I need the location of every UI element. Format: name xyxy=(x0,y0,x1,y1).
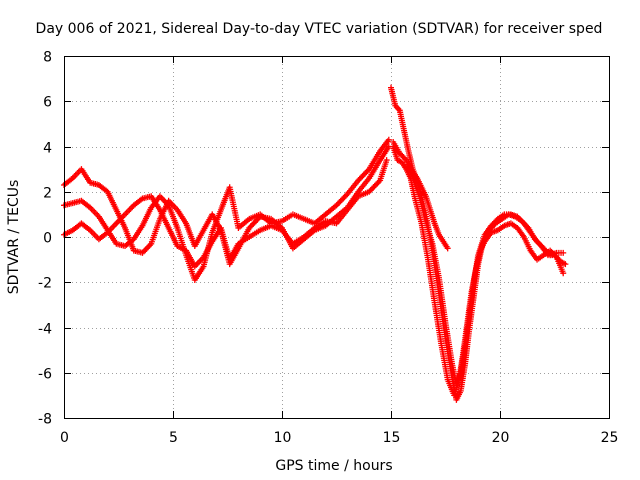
x-tick-label: 10 xyxy=(274,430,292,446)
data-point-marker xyxy=(560,249,567,256)
y-tick-label: -6 xyxy=(38,367,52,383)
y-axis-label: SDTVAR / TECUs xyxy=(6,180,22,295)
y-tick-label: 0 xyxy=(43,231,52,247)
x-tick-label: 25 xyxy=(601,430,619,446)
data-points xyxy=(61,84,569,403)
y-tick-label: -8 xyxy=(38,412,52,428)
data-point-marker xyxy=(560,270,567,277)
y-tick-label: -2 xyxy=(38,276,52,292)
series-track-b xyxy=(61,136,392,283)
grid-lines xyxy=(64,56,609,418)
data-point-marker xyxy=(444,245,451,252)
x-tick-label: 20 xyxy=(492,430,510,446)
x-tick-label: 0 xyxy=(60,430,69,446)
y-tick-label: 4 xyxy=(43,141,52,157)
series-track-c xyxy=(61,143,392,268)
data-point-marker xyxy=(562,261,569,268)
chart-title: Day 006 of 2021, Sidereal Day-to-day VTE… xyxy=(36,21,603,37)
y-tick-label: 8 xyxy=(43,50,52,66)
y-tick-label: 2 xyxy=(43,186,52,202)
x-tick-label: 15 xyxy=(383,430,401,446)
series-track-f xyxy=(390,138,567,388)
axis-ticks: 0 5 10 15 20 25 -8 -6 -4 -2 0 2 4 6 8 xyxy=(38,50,618,447)
data-point-marker xyxy=(385,136,392,143)
series-track-g xyxy=(405,161,451,252)
x-axis-label: GPS time / hours xyxy=(275,458,392,474)
y-tick-label: 6 xyxy=(43,95,52,111)
data-point-marker xyxy=(383,157,390,164)
y-tick-label: -4 xyxy=(38,322,52,338)
x-tick-label: 5 xyxy=(169,430,178,446)
